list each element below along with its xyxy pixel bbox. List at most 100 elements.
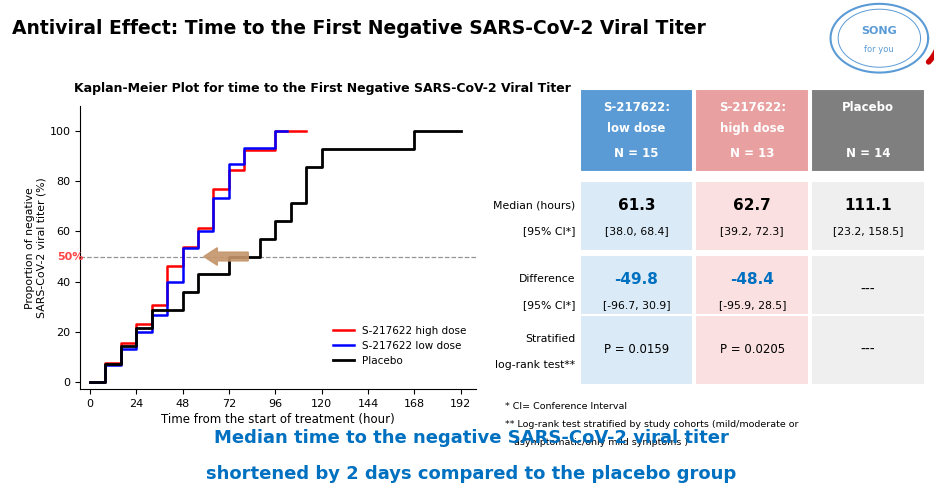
S-217622 low dose: [270, 145, 281, 151]
S-217622 high dose: [161, 302, 173, 308]
S-217622 low dose: [100, 379, 111, 385]
Text: Kaplan-Meier Plot for time to the First Negative SARS-CoV-2 Viral Titer: Kaplan-Meier Plot for time to the First …: [74, 82, 571, 95]
FancyBboxPatch shape: [811, 255, 925, 324]
FancyBboxPatch shape: [580, 255, 693, 324]
S-217622 high dose: [207, 225, 219, 231]
Text: ** Log-rank test stratified by study cohorts (mild/moderate or: ** Log-rank test stratified by study coh…: [505, 420, 798, 429]
S-217622 low dose: [281, 128, 292, 134]
Placebo: [130, 343, 141, 349]
S-217622 low dose: [255, 145, 266, 151]
FancyBboxPatch shape: [811, 181, 925, 250]
Text: [95% CI*]: [95% CI*]: [522, 226, 575, 236]
S-217622 high dose: [115, 360, 126, 366]
Placebo: [146, 325, 157, 331]
S-217622 high dose: [177, 244, 189, 250]
S-217622 low dose: [223, 162, 235, 168]
S-217622 high dose: [255, 147, 266, 153]
Line: Placebo: Placebo: [90, 131, 461, 382]
Placebo: [115, 343, 126, 349]
S-217622 high dose: [130, 340, 141, 346]
S-217622 high dose: [239, 167, 250, 173]
Text: Difference: Difference: [519, 275, 575, 284]
Placebo: [408, 146, 420, 152]
Placebo: [192, 289, 204, 295]
Placebo: [301, 200, 312, 206]
Text: 62.7: 62.7: [734, 198, 771, 213]
S-217622 high dose: [115, 340, 126, 346]
S-217622 low dose: [161, 279, 173, 284]
Text: asymptomatic/only mild symptoms ): asymptomatic/only mild symptoms ): [505, 438, 687, 447]
S-217622 high dose: [255, 147, 266, 153]
S-217622 low dose: [146, 312, 157, 318]
Text: shortened by 2 days compared to the placebo group: shortened by 2 days compared to the plac…: [207, 465, 736, 483]
Text: [-95.9, 28.5]: [-95.9, 28.5]: [719, 300, 786, 310]
X-axis label: Time from the start of treatment (hour): Time from the start of treatment (hour): [161, 413, 395, 426]
Text: 50%: 50%: [58, 251, 84, 261]
Text: S-217622:: S-217622:: [603, 101, 670, 113]
S-217622 high dose: [207, 186, 219, 192]
S-217622 high dose: [192, 244, 204, 250]
S-217622 low dose: [281, 128, 292, 134]
Placebo: [455, 128, 467, 134]
Placebo: [316, 164, 327, 170]
Text: Antiviral Effect: Time to the First Negative SARS-CoV-2 Viral Titer: Antiviral Effect: Time to the First Nega…: [12, 19, 706, 38]
S-217622 high dose: [223, 186, 235, 192]
Text: low dose: low dose: [607, 122, 666, 135]
S-217622 low dose: [115, 362, 126, 368]
S-217622 low dose: [207, 195, 219, 201]
Line: S-217622 low dose: S-217622 low dose: [90, 131, 287, 382]
Placebo: [115, 361, 126, 367]
Placebo: [130, 325, 141, 331]
Text: Placebo: Placebo: [842, 101, 894, 113]
FancyBboxPatch shape: [811, 89, 925, 172]
Text: Median (hours): Median (hours): [493, 201, 575, 211]
S-217622 low dose: [270, 128, 281, 134]
S-217622 low dose: [130, 346, 141, 352]
S-217622 high dose: [177, 263, 189, 269]
S-217622 low dose: [255, 145, 266, 151]
Text: ---: ---: [861, 283, 875, 297]
S-217622 high dose: [146, 302, 157, 308]
Text: N = 13: N = 13: [730, 147, 774, 160]
Placebo: [100, 361, 111, 367]
S-217622 high dose: [285, 128, 296, 134]
S-217622 low dose: [161, 312, 173, 318]
Placebo: [455, 128, 467, 134]
S-217622 high dose: [192, 225, 204, 231]
Placebo: [285, 200, 296, 206]
S-217622 high dose: [301, 128, 312, 134]
FancyBboxPatch shape: [695, 255, 809, 324]
Placebo: [316, 146, 327, 152]
S-217622 high dose: [239, 147, 250, 153]
FancyArrow shape: [204, 248, 248, 265]
Placebo: [177, 307, 189, 313]
Placebo: [362, 146, 373, 152]
FancyBboxPatch shape: [695, 181, 809, 250]
Text: SONG: SONG: [862, 26, 897, 35]
Text: -48.4: -48.4: [730, 272, 774, 287]
Text: N = 14: N = 14: [846, 147, 890, 160]
Placebo: [223, 271, 235, 277]
Placebo: [146, 307, 157, 313]
S-217622 low dose: [192, 228, 204, 234]
Text: [39.2, 72.3]: [39.2, 72.3]: [720, 226, 784, 236]
Y-axis label: Proportion of negative
SARS-CoV-2 viral titer (%): Proportion of negative SARS-CoV-2 viral …: [25, 177, 46, 318]
Text: N = 15: N = 15: [614, 147, 659, 160]
Text: [95% CI*]: [95% CI*]: [522, 300, 575, 310]
Placebo: [255, 236, 266, 242]
S-217622 high dose: [100, 360, 111, 366]
Text: P = 0.0159: P = 0.0159: [604, 344, 670, 356]
Placebo: [177, 289, 189, 295]
S-217622 high dose: [301, 128, 312, 134]
S-217622 low dose: [130, 329, 141, 335]
Placebo: [408, 128, 420, 134]
S-217622 low dose: [100, 362, 111, 368]
Text: [-96.7, 30.9]: [-96.7, 30.9]: [603, 300, 670, 310]
S-217622 high dose: [270, 147, 281, 153]
Text: S-217622:: S-217622:: [719, 101, 786, 113]
FancyBboxPatch shape: [580, 315, 693, 385]
S-217622 low dose: [177, 279, 189, 284]
S-217622 high dose: [285, 128, 296, 134]
S-217622 high dose: [146, 321, 157, 327]
Text: high dose: high dose: [720, 122, 785, 135]
